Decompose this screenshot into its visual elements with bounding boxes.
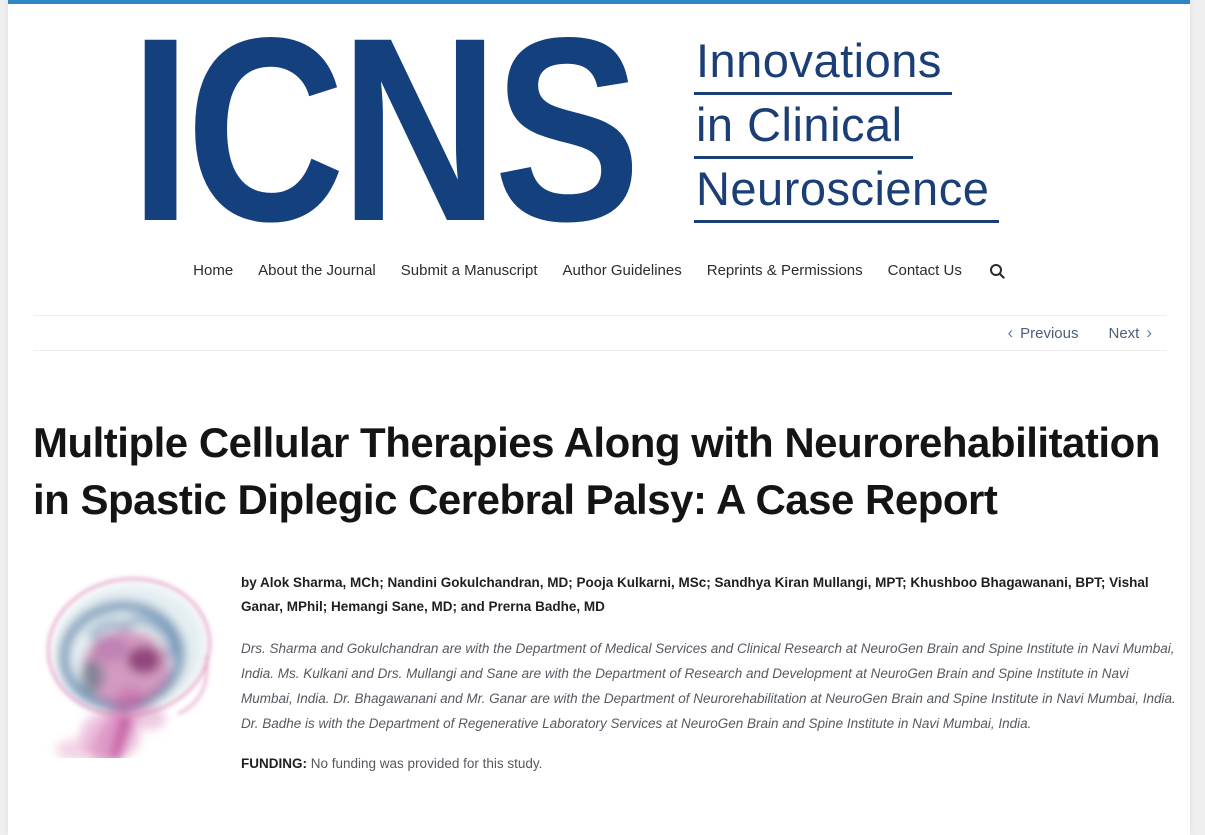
main-navigation: Home About the Journal Submit a Manuscri… [8,262,1190,279]
previous-label: Previous [1020,324,1079,342]
funding-label: FUNDING: [241,756,307,771]
article-region: Multiple Cellular Therapies Along with N… [33,414,1190,775]
next-label: Next [1108,324,1140,342]
nav-item-reprints-permissions[interactable]: Reprints & Permissions [706,262,863,279]
article-title: Multiple Cellular Therapies Along with N… [33,419,1160,523]
brain-illustration-graphic [47,577,211,758]
pagination-bar: ‹ Previous Next › [33,315,1167,351]
chevron-left-icon: ‹ [1007,323,1014,342]
next-post-link[interactable]: Next › [1108,323,1152,343]
logo-tagline: Innovations in Clinical Neuroscience [693,30,1000,228]
logo-acronym-text: ICNS [130,0,641,276]
search-icon [989,263,1005,279]
nav-item-contact-us[interactable]: Contact Us [887,262,962,279]
tagline-line-1: Innovations [693,36,952,95]
funding-text: No funding was provided for this study. [307,756,543,771]
chevron-right-icon: › [1146,323,1152,342]
article-meta-row: by Alok Sharma, MCh; Nandini Gokulchandr… [33,568,1190,775]
previous-post-link[interactable]: ‹ Previous [1007,323,1078,343]
nav-item-about-the-journal[interactable]: About the Journal [258,262,376,279]
brain-watercolor-image [30,568,220,758]
search-button[interactable] [989,263,1005,279]
article-byline: by Alok Sharma, MCh; Nandini Gokulchandr… [241,575,1149,614]
article-meta-column: by Alok Sharma, MCh; Nandini Gokulchandr… [241,568,1181,775]
tagline-line-3: Neuroscience [693,164,1000,223]
author-affiliations: Drs. Sharma and Gokulchandran are with t… [241,641,1176,731]
nav-item-author-guidelines[interactable]: Author Guidelines [562,262,682,279]
nav-item-home[interactable]: Home [193,262,234,279]
nav-item-submit-a-manuscript[interactable]: Submit a Manuscript [400,262,538,279]
tagline-line-2: in Clinical [693,100,913,159]
journal-logo[interactable]: ICNS Innovations in Clinical Neuroscienc… [130,0,1190,276]
funding-statement: FUNDING: No funding was provided for thi… [241,753,1181,775]
content-card: ICNS Innovations in Clinical Neuroscienc… [8,0,1190,835]
